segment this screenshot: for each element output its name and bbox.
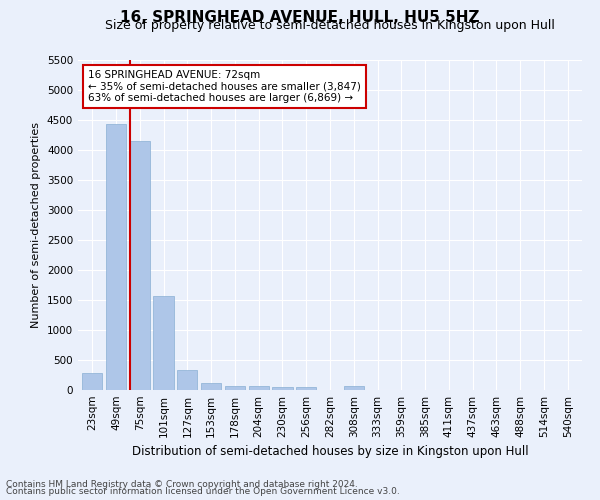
Text: 16 SPRINGHEAD AVENUE: 72sqm
← 35% of semi-detached houses are smaller (3,847)
63: 16 SPRINGHEAD AVENUE: 72sqm ← 35% of sem…	[88, 70, 361, 103]
Bar	[177, 370, 197, 390]
Text: Contains public sector information licensed under the Open Government Licence v3: Contains public sector information licen…	[6, 487, 400, 496]
Bar	[272, 386, 293, 390]
Bar	[154, 296, 173, 390]
Bar	[344, 386, 364, 390]
Title: Size of property relative to semi-detached houses in Kingston upon Hull: Size of property relative to semi-detach…	[105, 20, 555, 32]
Bar	[296, 386, 316, 390]
Bar	[82, 373, 103, 390]
Bar	[106, 124, 126, 390]
Text: Contains HM Land Registry data © Crown copyright and database right 2024.: Contains HM Land Registry data © Crown c…	[6, 480, 358, 489]
Bar	[248, 386, 269, 390]
Y-axis label: Number of semi-detached properties: Number of semi-detached properties	[31, 122, 41, 328]
Bar	[201, 382, 221, 390]
X-axis label: Distribution of semi-detached houses by size in Kingston upon Hull: Distribution of semi-detached houses by …	[131, 446, 529, 458]
Text: 16, SPRINGHEAD AVENUE, HULL, HU5 5HZ: 16, SPRINGHEAD AVENUE, HULL, HU5 5HZ	[120, 10, 480, 25]
Bar	[225, 386, 245, 390]
Bar	[130, 141, 150, 390]
